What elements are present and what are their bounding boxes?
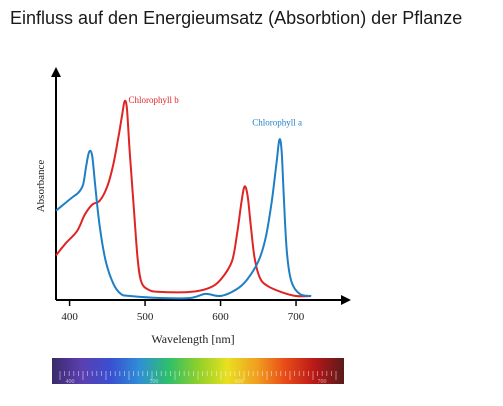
spectrum-bar: 400 500 600 700	[52, 358, 344, 385]
spectrum-tick-label-700: 700	[318, 379, 327, 385]
spectrum-tick-label-500: 500	[150, 379, 159, 385]
spectrum-tick-label-400: 400	[66, 379, 75, 385]
x-tick-label-700: 700	[288, 311, 305, 323]
series-label-chlorophyll-b: Chlorophyll b	[128, 95, 179, 105]
page-title: Einfluss auf den Energieumsatz (Absorbti…	[10, 8, 463, 28]
x-tick-label-400: 400	[61, 311, 78, 323]
y-axis-label: Absorbance	[35, 160, 47, 213]
curve-labels: Chlorophyll b Chlorophyll a	[128, 95, 302, 127]
x-tick-label-500: 500	[137, 311, 154, 323]
series-line-chlorophyll-b	[55, 99, 312, 298]
x-ticks: 400 500 600 700	[61, 300, 305, 323]
spectrum-tick-labels: 400 500 600 700	[66, 379, 327, 385]
spectrum-ruler	[59, 371, 337, 380]
spectrum-tick-label-600: 600	[235, 379, 244, 385]
series-label-chlorophyll-a: Chlorophyll a	[252, 117, 302, 127]
x-axis-label: Wavelength [nm]	[151, 332, 234, 346]
curves	[55, 99, 312, 300]
x-tick-label-600: 600	[212, 311, 229, 323]
series-line-chlorophyll-a	[55, 138, 312, 300]
